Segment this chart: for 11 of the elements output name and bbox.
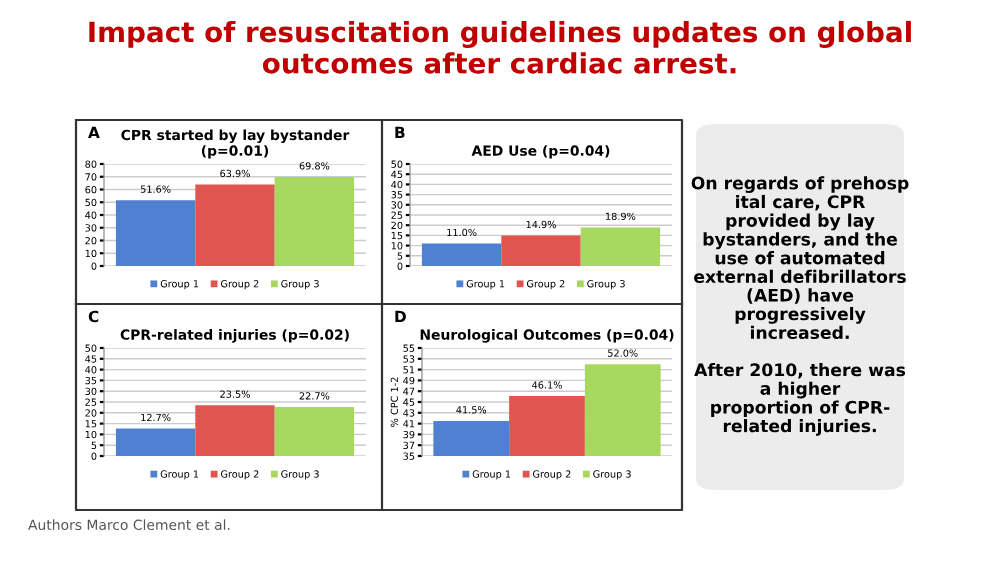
text: Impact of resuscitation guidelines updates on global outcomes after cardiac arrest. (89, 20, 911, 74)
bar (195, 405, 275, 456)
text: On regards of prehosp ital care, CPR provided by lay bystanders, and the use of automated external defibrillators (AED) have progressively increased. After 2010, there was a higher proportion of CPR- related injuries. (691, 176, 909, 436)
bar (115, 428, 196, 456)
bar (195, 184, 275, 266)
bar (501, 235, 581, 266)
bar (274, 406, 355, 456)
bar (115, 200, 196, 266)
bar (421, 243, 502, 266)
bar (580, 227, 661, 266)
bar (274, 177, 355, 266)
